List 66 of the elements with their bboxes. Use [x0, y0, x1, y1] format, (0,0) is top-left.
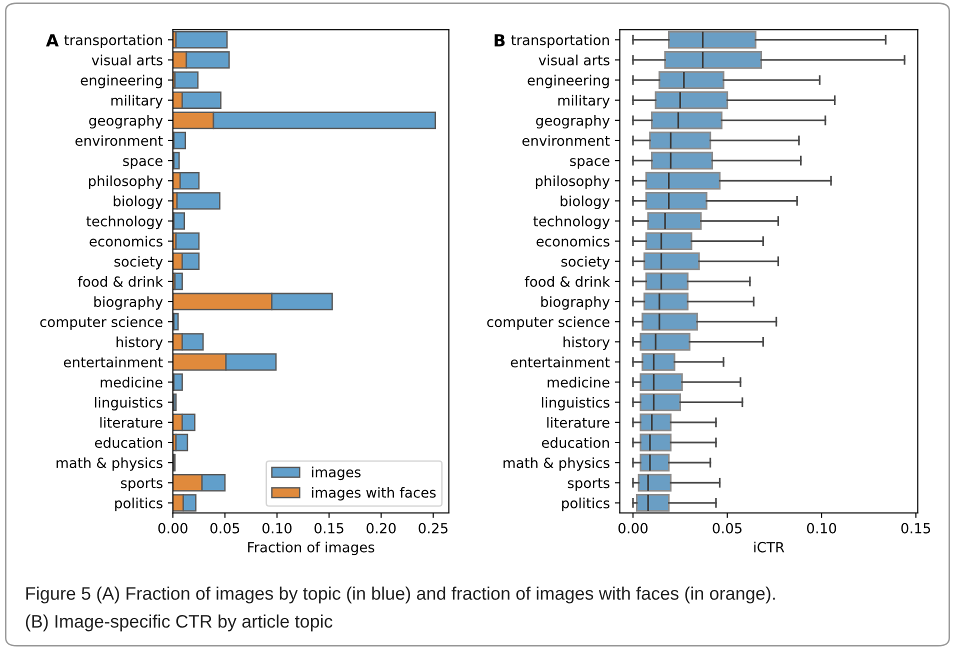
y-tick-label: engineering [80, 74, 162, 88]
y-tick-label: economics [536, 236, 610, 247]
x-axis-title: Fraction of images [248, 542, 374, 556]
legend-label: images with faces [312, 487, 436, 500]
y-tick-label: history [116, 336, 163, 350]
y-tick-label: biography [94, 296, 163, 310]
y-tick-label: economics [90, 236, 162, 247]
y-tick-label: politics [115, 498, 162, 512]
y-tick-label: environment [522, 135, 610, 146]
y-tick-label: transportation [511, 34, 609, 48]
y-tick-label: history [564, 336, 610, 350]
y-tick-label: literature [547, 417, 610, 428]
y-tick-label: biology [114, 196, 163, 210]
y-tick-label: space [123, 158, 162, 169]
y-tick-label: society [114, 256, 163, 270]
y-tick-label: entertainment [510, 356, 610, 368]
y-tick-label: biology [560, 196, 610, 210]
x-tick-label: 0.05 [712, 522, 742, 534]
x-tick-label: 0.10 [262, 522, 292, 534]
y-tick-label: visual arts [92, 54, 162, 66]
y-tick-label: medicine [100, 376, 162, 388]
x-tick-label: 0.00 [158, 522, 188, 534]
y-tick-label: computer science [40, 316, 162, 330]
y-tick-label: engineering [528, 74, 609, 88]
y-tick-label: medicine [548, 376, 610, 388]
y-tick-label: computer science [487, 316, 610, 330]
y-tick-label: philosophy [536, 175, 610, 189]
y-tick-label: education [94, 437, 162, 448]
y-tick-label: sports [568, 478, 610, 491]
text: (B) Image-specific CTR by article topic [26, 614, 332, 632]
x-tick-label: 0.20 [366, 522, 396, 534]
y-tick-label: entertainment [64, 356, 163, 368]
chart-title: A [46, 34, 59, 46]
caption: Figure 5 (A) Fraction of images by topic (in blue) and fraction of images with faces (in orange). [26, 586, 775, 604]
y-tick-label: visual arts [538, 54, 610, 66]
y-tick-label: politics [562, 498, 610, 512]
y-tick-label: sports [120, 478, 162, 491]
x-tick-label: 0.25 [418, 522, 448, 534]
x-tick-label: 0.00 [618, 522, 648, 534]
y-tick-label: biography [541, 296, 610, 310]
y-tick-label: education [542, 437, 609, 448]
y-tick-label: space [570, 158, 610, 169]
legend-label: images [312, 466, 361, 480]
y-tick-label: military [111, 94, 163, 108]
y-tick-label: geography [89, 115, 163, 128]
y-tick-label: literature [100, 417, 162, 428]
y-tick-label: linguistics [95, 396, 162, 410]
x-tick-label: 0.05 [210, 522, 240, 534]
y-tick-label: geography [536, 115, 610, 128]
y-tick-label: technology [86, 216, 163, 230]
y-tick-label: society [561, 256, 610, 270]
y-tick-label: environment [75, 135, 163, 146]
y-tick-label: transportation [64, 34, 162, 48]
y-tick-label: math & physics [56, 457, 162, 471]
y-tick-label: military [558, 94, 610, 108]
y-tick-label: food & drink [78, 276, 164, 287]
chart-title: B [494, 34, 505, 46]
x-tick-label: 0.15 [901, 522, 930, 534]
x-tick-label: 0.15 [314, 522, 344, 534]
y-tick-label: food & drink [524, 276, 610, 287]
x-tick-label: 0.10 [807, 522, 836, 534]
y-tick-label: technology [533, 216, 610, 230]
y-tick-label: philosophy [88, 175, 163, 189]
x-axis-title: iCTR [754, 542, 784, 552]
y-tick-label: linguistics [542, 396, 610, 410]
y-tick-label: math & physics [504, 457, 610, 471]
